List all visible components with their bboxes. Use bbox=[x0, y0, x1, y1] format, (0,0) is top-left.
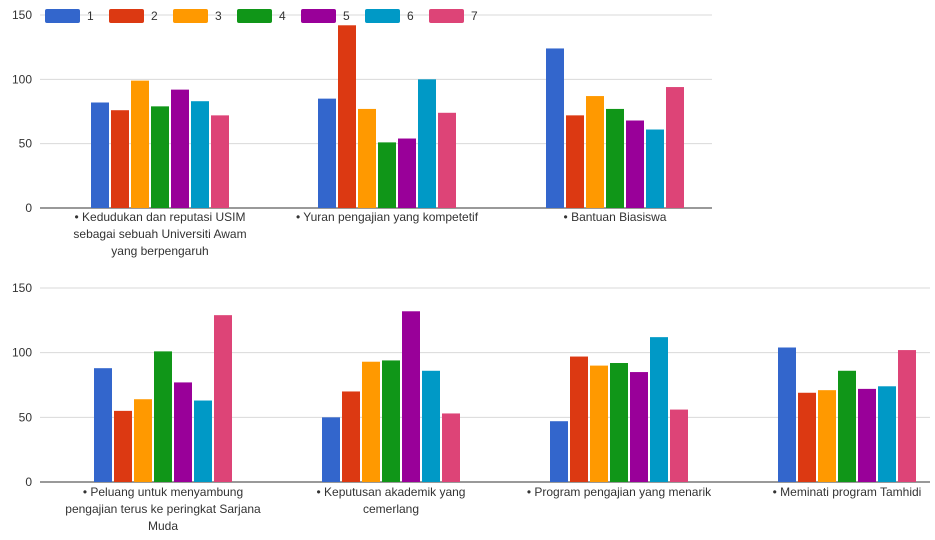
bar-1-3-3 bbox=[838, 370, 856, 482]
legend-swatch-2 bbox=[173, 9, 208, 23]
legend-swatch-0 bbox=[45, 9, 80, 23]
legend-swatch-3 bbox=[237, 9, 272, 23]
bar-1-0-4 bbox=[174, 382, 192, 482]
bar-1-0-6 bbox=[214, 315, 232, 482]
category-label-0-0-1: sebagai sebuah Universiti Awam bbox=[73, 227, 246, 241]
y-tick-label-1-1: 50 bbox=[19, 410, 33, 424]
bar-0-1-2 bbox=[358, 108, 376, 208]
legend-label-2: 3 bbox=[215, 9, 222, 23]
y-tick-label-1-2: 100 bbox=[12, 346, 32, 360]
bar-1-3-6 bbox=[898, 350, 916, 482]
legend-label-6: 7 bbox=[471, 9, 478, 23]
bar-0-1-1 bbox=[338, 25, 356, 208]
legend-label-1: 2 bbox=[151, 9, 158, 23]
bar-0-2-2 bbox=[586, 96, 604, 208]
bar-1-0-5 bbox=[194, 400, 212, 482]
bar-0-2-1 bbox=[566, 115, 584, 208]
bar-1-1-0 bbox=[322, 417, 340, 482]
bar-1-3-4 bbox=[858, 388, 876, 482]
bar-1-1-6 bbox=[442, 413, 460, 482]
category-label-1-2-0: • Program pengajian yang menarik bbox=[527, 485, 712, 499]
bar-0-2-6 bbox=[666, 87, 684, 208]
bar-0-0-6 bbox=[211, 115, 229, 208]
y-tick-label-0-0: 0 bbox=[25, 201, 32, 215]
bar-1-1-1 bbox=[342, 391, 360, 482]
category-label-1-3-0: • Meminati program Tamhidi bbox=[773, 485, 922, 499]
bar-1-0-2 bbox=[134, 399, 152, 482]
bar-1-2-0 bbox=[550, 421, 568, 482]
bar-1-3-1 bbox=[798, 392, 816, 482]
bar-0-2-4 bbox=[626, 120, 644, 208]
y-tick-label-0-3: 150 bbox=[12, 8, 32, 22]
category-label-0-1-0: • Yuran pengajian yang kompetetif bbox=[296, 210, 479, 224]
legend-swatch-5 bbox=[365, 9, 400, 23]
bar-1-3-2 bbox=[818, 390, 836, 482]
bar-0-1-5 bbox=[418, 79, 436, 208]
legend-swatch-4 bbox=[301, 9, 336, 23]
category-label-1-0-0: • Peluang untuk menyambung bbox=[83, 485, 243, 499]
bar-1-3-5 bbox=[878, 386, 896, 482]
bar-0-0-5 bbox=[191, 101, 209, 208]
legend-swatch-6 bbox=[429, 9, 464, 23]
bar-0-1-0 bbox=[318, 98, 336, 208]
bar-1-2-4 bbox=[630, 372, 648, 482]
legend-swatch-1 bbox=[109, 9, 144, 23]
bar-0-0-3 bbox=[151, 106, 169, 208]
bar-1-0-3 bbox=[154, 351, 172, 482]
category-label-0-0-0: • Kedudukan dan reputasi USIM bbox=[75, 210, 246, 224]
legend-label-4: 5 bbox=[343, 9, 350, 23]
bar-1-2-3 bbox=[610, 363, 628, 482]
legend-label-3: 4 bbox=[279, 9, 286, 23]
bar-1-1-4 bbox=[402, 311, 420, 482]
category-label-1-1-0: • Keputusan akademik yang bbox=[317, 485, 466, 499]
bar-0-1-3 bbox=[378, 142, 396, 208]
legend-label-0: 1 bbox=[87, 9, 94, 23]
category-label-0-2-0: • Bantuan Biasiswa bbox=[564, 210, 667, 224]
bar-1-3-0 bbox=[778, 347, 796, 482]
legend-label-5: 6 bbox=[407, 9, 414, 23]
bar-1-2-6 bbox=[670, 409, 688, 482]
bar-1-2-1 bbox=[570, 356, 588, 482]
bar-0-0-1 bbox=[111, 110, 129, 208]
bar-0-0-2 bbox=[131, 80, 149, 208]
y-tick-label-1-3: 150 bbox=[12, 281, 32, 295]
bar-0-2-0 bbox=[546, 48, 564, 208]
bar-0-2-5 bbox=[646, 129, 664, 208]
bar-0-1-4 bbox=[398, 138, 416, 208]
bar-1-1-2 bbox=[362, 361, 380, 482]
category-label-1-1-1: cemerlang bbox=[363, 502, 419, 516]
y-tick-label-0-2: 100 bbox=[12, 72, 32, 86]
bar-1-1-3 bbox=[382, 360, 400, 482]
category-label-1-0-2: Muda bbox=[148, 519, 178, 533]
y-tick-label-0-1: 50 bbox=[19, 137, 33, 151]
bar-1-0-1 bbox=[114, 410, 132, 482]
category-label-0-0-2: yang berpengaruh bbox=[111, 244, 208, 258]
bar-1-2-2 bbox=[590, 365, 608, 482]
bar-0-2-3 bbox=[606, 108, 624, 208]
bar-1-1-5 bbox=[422, 370, 440, 482]
bar-1-2-5 bbox=[650, 337, 668, 482]
category-label-1-0-1: pengajian terus ke peringkat Sarjana bbox=[65, 502, 261, 516]
bar-0-0-0 bbox=[91, 102, 109, 208]
bar-1-0-0 bbox=[94, 368, 112, 482]
bar-0-1-6 bbox=[438, 112, 456, 208]
y-tick-label-1-0: 0 bbox=[25, 475, 32, 489]
bar-0-0-4 bbox=[171, 89, 189, 208]
